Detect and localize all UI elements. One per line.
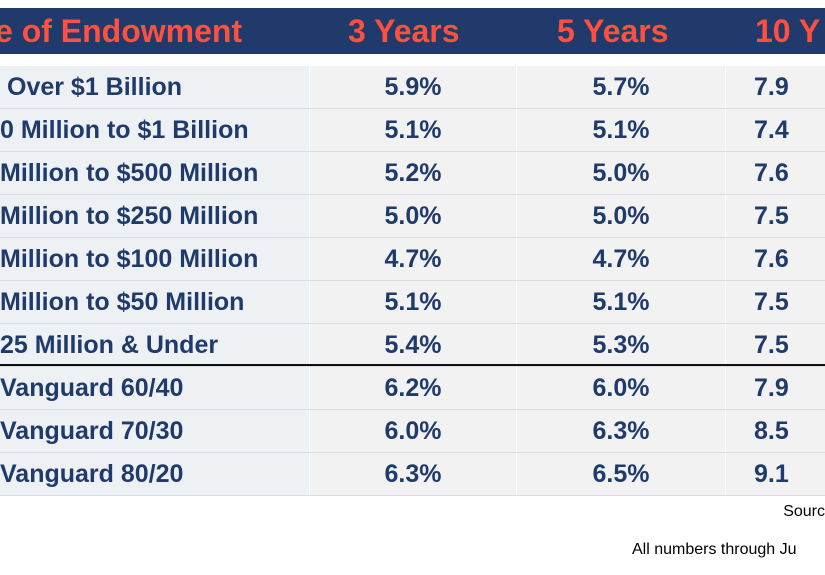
header-10-years: 10 Y (755, 13, 821, 49)
value-3-years: 6.0% (310, 410, 516, 452)
row-label: Vanguard 70/30 (0, 410, 309, 452)
value-10-years: 7.4 (726, 109, 825, 151)
table-row: Vanguard 70/30 6.0% 6.3% 8.5 (0, 410, 825, 452)
row-separator (0, 366, 825, 367)
row-separator (0, 409, 825, 410)
row-separator (0, 194, 825, 195)
value-10-years: 7.5 (726, 324, 825, 366)
value-3-years: 5.0% (310, 195, 516, 237)
value-10-years: 7.6 (726, 152, 825, 194)
value-5-years: 4.7% (517, 238, 725, 280)
header-5-years: 5 Years (557, 13, 669, 49)
table-row: Million to $100 Million 4.7% 4.7% 7.6 (0, 238, 825, 280)
row-label: Million to $250 Million (0, 195, 309, 237)
value-10-years: 7.6 (726, 238, 825, 280)
value-3-years: 6.3% (310, 453, 516, 495)
value-5-years: 5.0% (517, 195, 725, 237)
value-3-years: 5.9% (310, 66, 516, 108)
value-5-years: 5.0% (517, 152, 725, 194)
table-row: Vanguard 60/40 6.2% 6.0% 7.9 (0, 367, 825, 409)
row-label: 0 Million to $1 Billion (0, 109, 309, 151)
header-endowment-size: e of Endowment (0, 13, 243, 49)
row-separator (0, 495, 825, 496)
value-5-years: 6.0% (517, 367, 725, 409)
row-label: Vanguard 80/20 (0, 453, 309, 495)
row-label: Million to $100 Million (0, 238, 309, 280)
table-row: Million to $500 Million 5.2% 5.0% 7.6 (0, 152, 825, 194)
table-row: Million to $250 Million 5.0% 5.0% 7.5 (0, 195, 825, 237)
value-3-years: 4.7% (310, 238, 516, 280)
value-10-years: 7.9 (726, 367, 825, 409)
row-separator (0, 452, 825, 453)
table-row: 25 Million & Under 5.4% 5.3% 7.5 (0, 324, 825, 366)
value-3-years: 5.2% (310, 152, 516, 194)
value-3-years: 5.4% (310, 324, 516, 366)
row-separator (0, 280, 825, 281)
table-row: Vanguard 80/20 6.3% 6.5% 9.1 (0, 453, 825, 495)
value-5-years: 5.7% (517, 66, 725, 108)
footnote: All numbers through Ju (632, 541, 797, 558)
header-3-years: 3 Years (348, 13, 460, 49)
row-label: Vanguard 60/40 (0, 367, 309, 409)
row-label: 25 Million & Under (0, 324, 309, 366)
value-10-years: 7.5 (726, 195, 825, 237)
source-note: Sourc (783, 503, 825, 520)
row-label: Million to $50 Million (0, 281, 309, 323)
table-row: 0 Million to $1 Billion 5.1% 5.1% 7.4 (0, 109, 825, 151)
value-5-years: 5.1% (517, 281, 725, 323)
vanguard-divider (0, 364, 825, 366)
value-5-years: 6.5% (517, 453, 725, 495)
value-5-years: 6.3% (517, 410, 725, 452)
row-separator (0, 323, 825, 324)
value-3-years: 5.1% (310, 109, 516, 151)
table-row: Million to $50 Million 5.1% 5.1% 7.5 (0, 281, 825, 323)
row-label: Over $1 Billion (0, 66, 309, 108)
table-header: e of Endowment 3 Years 5 Years 10 Y (0, 8, 825, 54)
row-label: Million to $500 Million (0, 152, 309, 194)
row-separator (0, 151, 825, 152)
row-separator (0, 237, 825, 238)
value-5-years: 5.1% (517, 109, 725, 151)
table-row: Over $1 Billion 5.9% 5.7% 7.9 (0, 66, 825, 108)
value-10-years: 7.5 (726, 281, 825, 323)
row-separator (0, 108, 825, 109)
value-5-years: 5.3% (517, 324, 725, 366)
value-10-years: 7.9 (726, 66, 825, 108)
value-10-years: 8.5 (726, 410, 825, 452)
value-3-years: 5.1% (310, 281, 516, 323)
value-3-years: 6.2% (310, 367, 516, 409)
value-10-years: 9.1 (726, 453, 825, 495)
